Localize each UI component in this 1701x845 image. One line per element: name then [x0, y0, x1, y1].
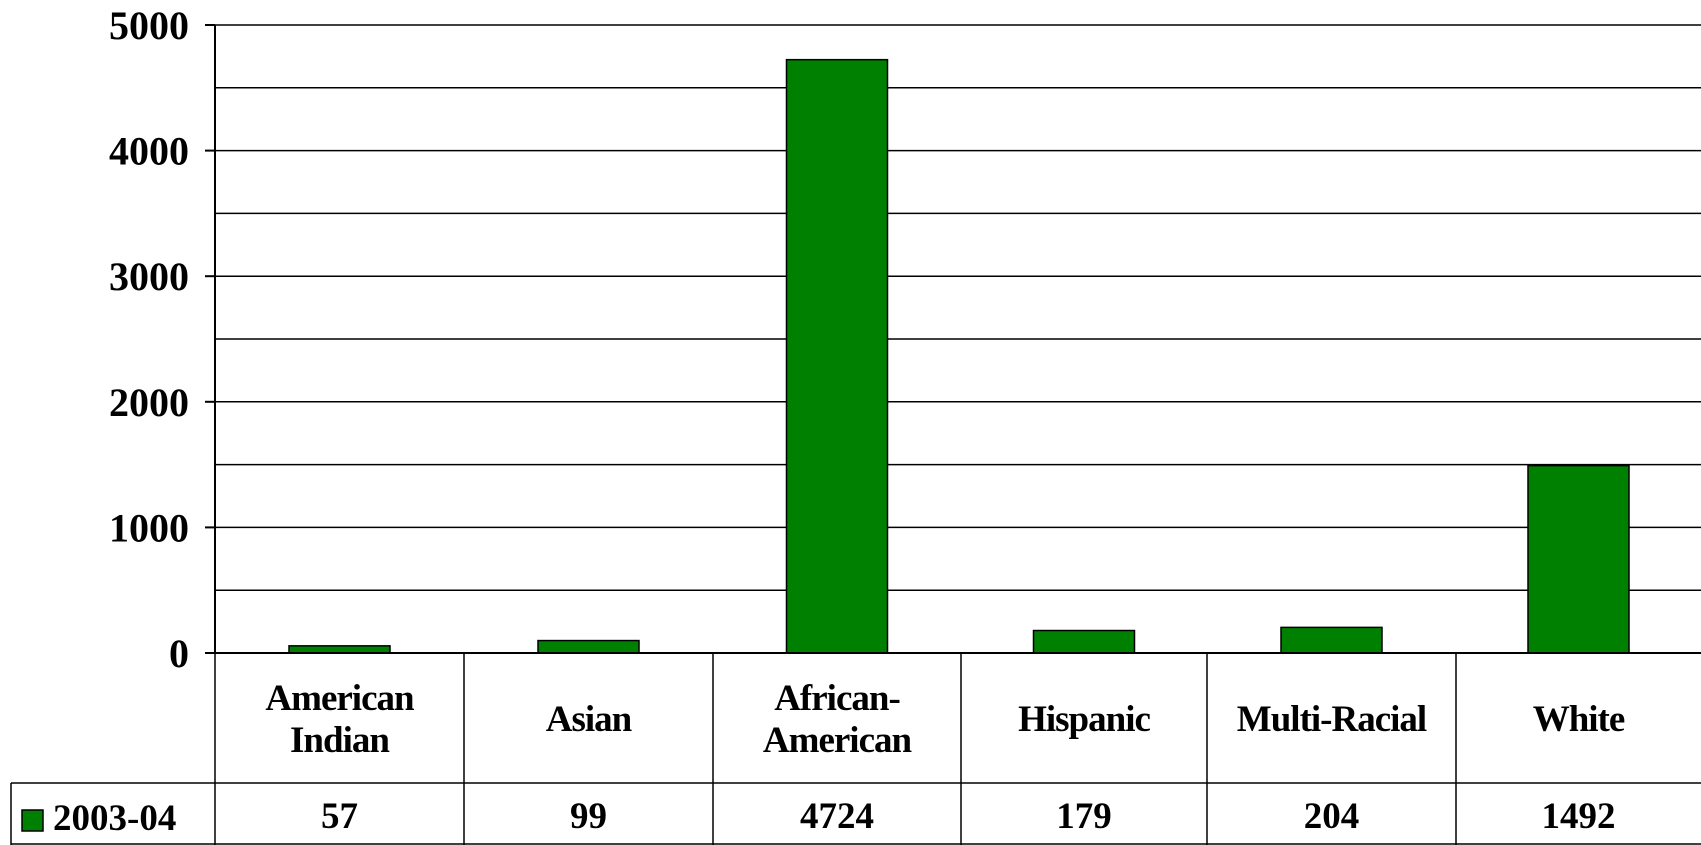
- axes: [205, 24, 1701, 654]
- value-label: 99: [570, 796, 607, 837]
- bar-american-indian: [288, 645, 391, 654]
- category-label-line: Hispanic: [1018, 699, 1150, 740]
- category-label: Multi-Racial: [1237, 699, 1427, 740]
- category-label-line: African-: [774, 678, 900, 719]
- category-label-line: American: [265, 678, 415, 719]
- y-tick-label: 2000: [109, 380, 189, 425]
- category-label-line: Multi-Racial: [1237, 699, 1427, 740]
- category-label: Hispanic: [1018, 699, 1150, 740]
- value-label: 1492: [1542, 796, 1616, 837]
- category-label-line: American: [763, 720, 913, 761]
- y-tick-label: 4000: [109, 129, 189, 174]
- data-table: American IndianAsianAfrican-AmericanHispa…: [10, 653, 1701, 845]
- bar-white: [1527, 464, 1630, 654]
- bar-hispanic: [1032, 629, 1136, 654]
- value-label: 4724: [800, 796, 874, 837]
- bars: [288, 58, 1630, 654]
- bar-multi-racial: [1280, 626, 1383, 654]
- category-label-line: Indian: [290, 720, 390, 761]
- y-tick-label: 0: [169, 631, 189, 676]
- y-tick-labels: 0 1000 2000 3000 4000 5000: [109, 3, 189, 676]
- category-label: American Indian: [265, 678, 415, 761]
- value-label: 179: [1056, 796, 1112, 837]
- category-label: African-American: [763, 678, 913, 761]
- category-label-line: Asian: [546, 699, 633, 740]
- gridlines: [215, 24, 1701, 591]
- legend-series-label: 2003-04: [53, 798, 176, 839]
- value-label: 204: [1304, 796, 1360, 837]
- category-label: White: [1533, 699, 1625, 740]
- category-label-line: White: [1533, 699, 1625, 740]
- y-tick-label: 1000: [109, 505, 189, 550]
- bar-african-american: [785, 58, 889, 654]
- y-tick-label: 5000: [109, 3, 189, 48]
- category-label: Asian: [546, 699, 633, 740]
- value-label: 57: [321, 796, 358, 837]
- legend-swatch: [21, 809, 44, 832]
- bar-asian: [537, 639, 640, 654]
- y-tick-label: 3000: [109, 254, 189, 299]
